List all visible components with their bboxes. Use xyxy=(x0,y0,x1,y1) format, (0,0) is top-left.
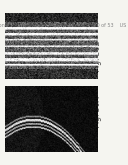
Text: Fig. 30B: Fig. 30B xyxy=(93,40,102,71)
Text: Fig. 30A: Fig. 30A xyxy=(93,96,102,127)
Text: Patent Application Publication    Sep. 13, 2011   Sheet 30 of 53    US 2011/0216: Patent Application Publication Sep. 13, … xyxy=(0,23,128,28)
